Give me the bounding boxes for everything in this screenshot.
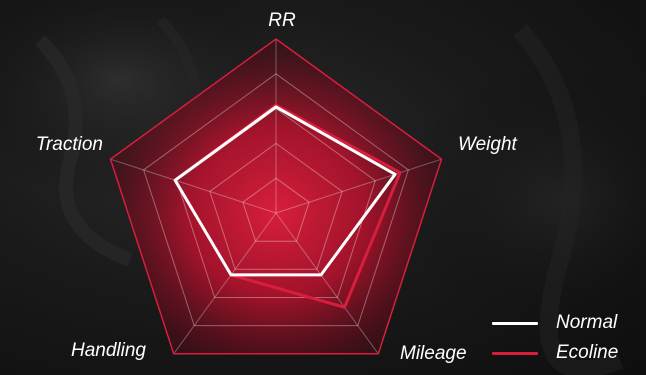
radar-series	[173, 103, 402, 309]
radar-ring-4	[143, 73, 409, 327]
radar-spoke-mileage	[275, 212, 379, 355]
legend-item-normal: Normal	[492, 308, 642, 338]
axis-label-handling: Handling	[71, 340, 146, 361]
radar-spoke-traction	[110, 158, 277, 214]
axis-label-rr: RR	[268, 10, 296, 31]
axis-labels: RR Weight Mileage Handling Traction	[36, 10, 518, 364]
radar-ring-1	[242, 177, 310, 242]
legend-swatch-normal	[492, 321, 538, 325]
radar-spoke-weight	[275, 158, 442, 214]
radar-ring-2	[209, 142, 343, 270]
legend-label-ecoline: Ecoline	[556, 342, 619, 363]
radar-spokes	[110, 39, 442, 355]
legend-swatch-ecoline	[492, 351, 538, 355]
legend-label-normal: Normal	[556, 312, 618, 333]
chart-legend: Normal Ecoline	[492, 308, 642, 368]
axis-label-traction: Traction	[36, 134, 103, 155]
radar-spoke-handling	[173, 212, 277, 355]
axis-label-mileage: Mileage	[400, 343, 467, 364]
radar-outer-frame	[109, 38, 443, 355]
legend-item-ecoline: Ecoline	[492, 338, 642, 368]
axis-label-weight: Weight	[458, 134, 518, 155]
series-normal	[173, 105, 397, 277]
